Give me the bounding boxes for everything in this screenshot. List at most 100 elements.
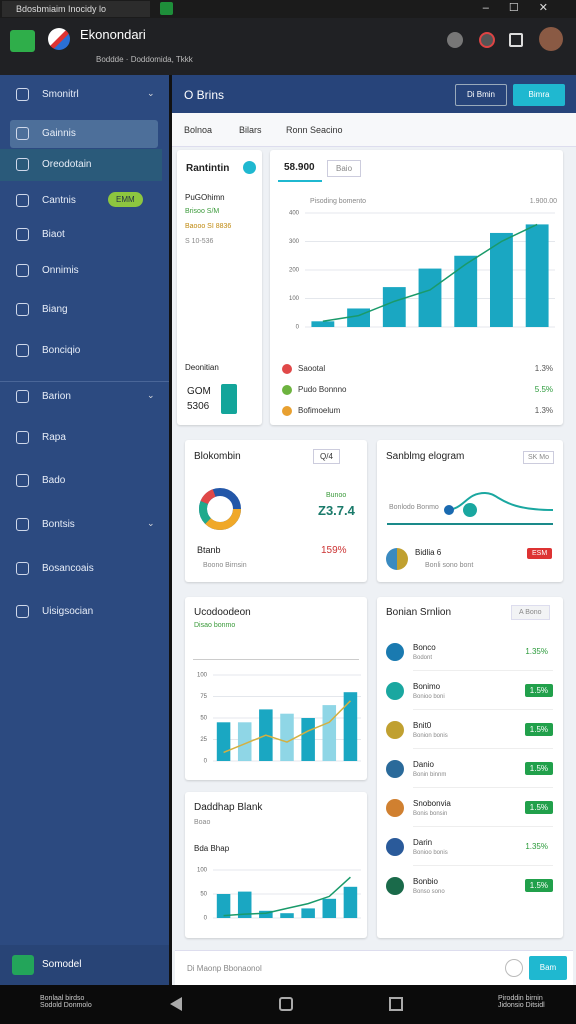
window-controls[interactable]: –☐✕: [482, 2, 568, 14]
chart-label: 1.900.00: [529, 198, 557, 205]
sankey-card: Sanblmg elogram SK Mo Bonlodo Bonmo Bidl…: [377, 440, 563, 582]
period-select[interactable]: SK Mo: [523, 451, 555, 464]
nav-item[interactable]: Oreodotain: [42, 159, 92, 170]
avatar[interactable]: [539, 27, 563, 51]
tab-indicator: [278, 180, 322, 182]
summary-line: Brisoo S/M: [185, 208, 220, 215]
item-name[interactable]: Bonbio: [413, 877, 438, 886]
button[interactable]: Di Bmin: [455, 84, 507, 106]
nav-item[interactable]: Biaot: [42, 229, 65, 240]
card-title: Rantintin: [186, 163, 230, 174]
bar: [490, 232, 513, 327]
item-icon: [386, 799, 404, 817]
card-title: Daddhap Blank: [194, 802, 263, 813]
item-name[interactable]: Bonimo: [413, 682, 441, 691]
nav-item[interactable]: Uisigsocian: [42, 606, 94, 617]
revenue-card: 58.900 Baio Pisoding bomento 1.900.00 0 1…: [270, 150, 563, 425]
tab-title[interactable]: Bdosbmiaim Inocidy lo: [2, 1, 150, 17]
card-subtitle: Boao: [194, 819, 211, 826]
nav-icon: [16, 158, 29, 171]
grid-button[interactable]: [509, 33, 523, 47]
nav-item[interactable]: Rapa: [42, 432, 66, 443]
donut-note: Boono Birnsin: [203, 562, 247, 569]
nav-bar: Bonlaal birdso Sodold Donmolo Piroddin b…: [0, 985, 576, 1024]
donut-item: Btanb: [197, 545, 221, 555]
summary-line: Baooo SI 8836: [185, 223, 232, 230]
nav-item[interactable]: Bosancoais: [42, 563, 94, 574]
item-name[interactable]: Darin: [413, 838, 433, 847]
item-name[interactable]: Danio: [413, 760, 434, 769]
filter-button[interactable]: A Bono: [511, 605, 550, 620]
item-sub: Bonion bonis: [413, 733, 448, 739]
donut-card: Blokombin Q/4 Bunoo Z3.7.4 Btanb 159% Bo…: [185, 440, 367, 582]
divider: [413, 787, 553, 788]
attach-button[interactable]: [505, 959, 523, 977]
tab[interactable]: Bolnoa: [184, 125, 213, 135]
active-highlight: [10, 120, 158, 148]
active-highlight: [0, 149, 162, 181]
input-bar: Di Maonp Bbonaonol Bam: [175, 950, 573, 985]
main-title: O Brins: [184, 88, 225, 102]
nav-item[interactable]: Bonciqio: [42, 345, 81, 356]
flow-node: [463, 503, 477, 517]
nav-item[interactable]: Cantnis: [42, 195, 76, 206]
tab[interactable]: Bilars: [239, 125, 262, 135]
nav-icon: [16, 344, 29, 357]
bar: [454, 255, 478, 327]
usage-card: Ucodoodeon Disao bonmo 0 25 50 75 100: [185, 597, 367, 780]
legend-dot: [282, 364, 292, 374]
menu-button[interactable]: [10, 30, 35, 52]
info-icon[interactable]: [243, 161, 256, 174]
chevron: ⌄: [147, 518, 155, 528]
bar: [311, 321, 335, 327]
list-card: Bonian Srnlion A Bono Bonco Bodont 1.35% Bo…: [377, 597, 563, 938]
notification-button[interactable]: [479, 32, 495, 48]
chart-title: Pisoding bomento: [310, 198, 367, 205]
y-tick-label: 400: [289, 211, 300, 217]
new-tab[interactable]: [160, 2, 173, 15]
app-header: Ekonondari Boddde · Doddomida, Tkkk: [0, 18, 576, 75]
input-field[interactable]: Di Maonp Bbonaonol: [187, 964, 262, 973]
home-button[interactable]: [279, 997, 293, 1011]
bar: [301, 718, 315, 761]
summary-value: 5306: [187, 401, 210, 412]
nav-item[interactable]: Onnimis: [42, 265, 79, 276]
item-name[interactable]: Snobonvia: [413, 799, 451, 808]
nav-item[interactable]: Gainnis: [42, 128, 76, 139]
nav-item[interactable]: Biang: [42, 304, 68, 315]
nav-item[interactable]: Barion: [42, 391, 71, 402]
legend-dot: [282, 385, 292, 395]
nav-item[interactable]: Bontsis: [42, 519, 75, 530]
send-button[interactable]: Bam: [529, 956, 567, 980]
icon-button[interactable]: [447, 32, 463, 48]
item-badge: 1.5%: [524, 762, 553, 775]
y-tick-label: 25: [200, 737, 207, 743]
flow-curve: [444, 491, 554, 511]
recents-button[interactable]: [389, 997, 403, 1011]
divider: [413, 670, 553, 671]
bar: [343, 692, 358, 761]
item-name[interactable]: Bnit0: [413, 721, 432, 730]
button[interactable]: Bimra: [513, 84, 565, 106]
item-sub: Bonis bonsin: [413, 811, 448, 817]
summary-line: S 10-536: [185, 238, 214, 245]
item-sub: Bodont: [413, 655, 433, 661]
app-subtitle: Boddde · Doddomida, Tkkk: [96, 55, 193, 64]
nav-item[interactable]: Bado: [42, 475, 66, 486]
back-button[interactable]: [170, 997, 182, 1011]
tab[interactable]: Ronn Seacino: [286, 125, 343, 135]
nav-item[interactable]: Smonitrl: [42, 89, 79, 100]
item-badge: 1.35%: [525, 842, 548, 851]
footer-label[interactable]: Somodel: [42, 959, 82, 970]
y-tick-label: 200: [289, 268, 300, 274]
period-select[interactable]: Q/4: [313, 449, 340, 464]
search-box[interactable]: Baio: [327, 160, 362, 177]
summary-value: GOM: [187, 386, 211, 397]
item-note: Bonli sono bont: [425, 562, 474, 569]
divider: [0, 381, 169, 382]
flow-label: Bonlodo Bonmo: [389, 504, 439, 511]
bar: [216, 722, 231, 761]
item-name[interactable]: Bonco: [413, 643, 436, 652]
item-icon: [386, 838, 404, 856]
sidebar-footer: Somodel: [0, 945, 169, 985]
